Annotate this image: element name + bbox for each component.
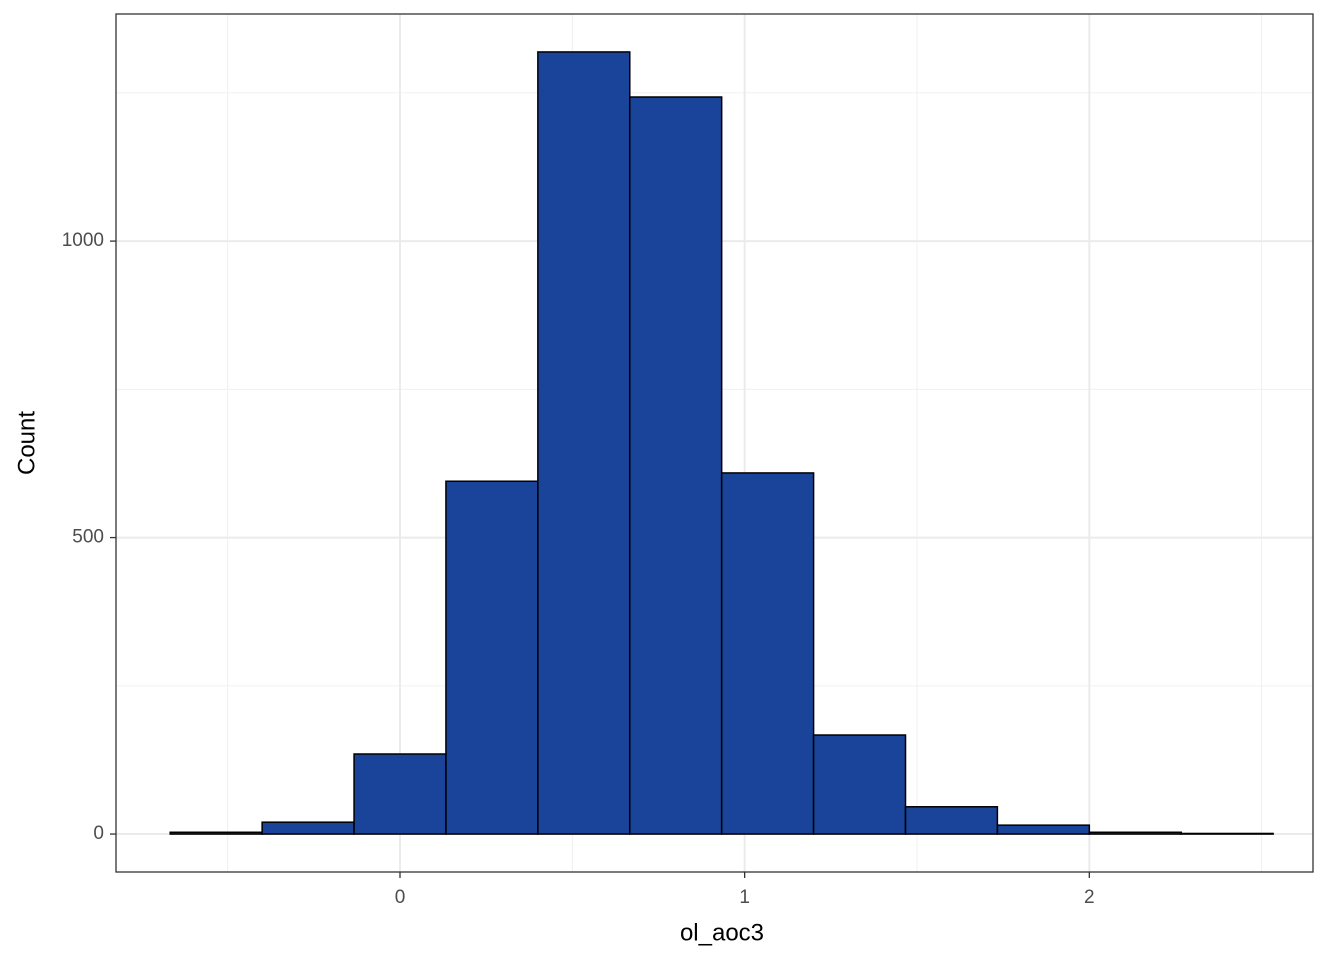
x-tick-label: 0: [395, 887, 406, 908]
bar: [445, 480, 539, 835]
bar: [812, 734, 907, 835]
y-tick-label: 1000: [62, 230, 104, 251]
bar: [720, 472, 815, 835]
bar: [1088, 831, 1182, 835]
bar: [169, 831, 263, 835]
bar: [1180, 832, 1274, 835]
x-tick-label: 1: [739, 887, 750, 908]
y-axis-title: Count: [13, 411, 40, 475]
bar: [261, 821, 355, 835]
bar: [996, 824, 1091, 835]
y-tick-label: 0: [93, 823, 104, 844]
panel-border: [115, 13, 1314, 873]
bar: [904, 806, 999, 835]
x-axis-title: ol_aoc3: [680, 919, 764, 946]
bar: [629, 96, 723, 835]
bar: [353, 753, 447, 835]
bar: [537, 51, 631, 835]
y-tick-label: 500: [72, 527, 104, 548]
bars: [169, 51, 1274, 835]
x-tick-label: 2: [1084, 887, 1095, 908]
